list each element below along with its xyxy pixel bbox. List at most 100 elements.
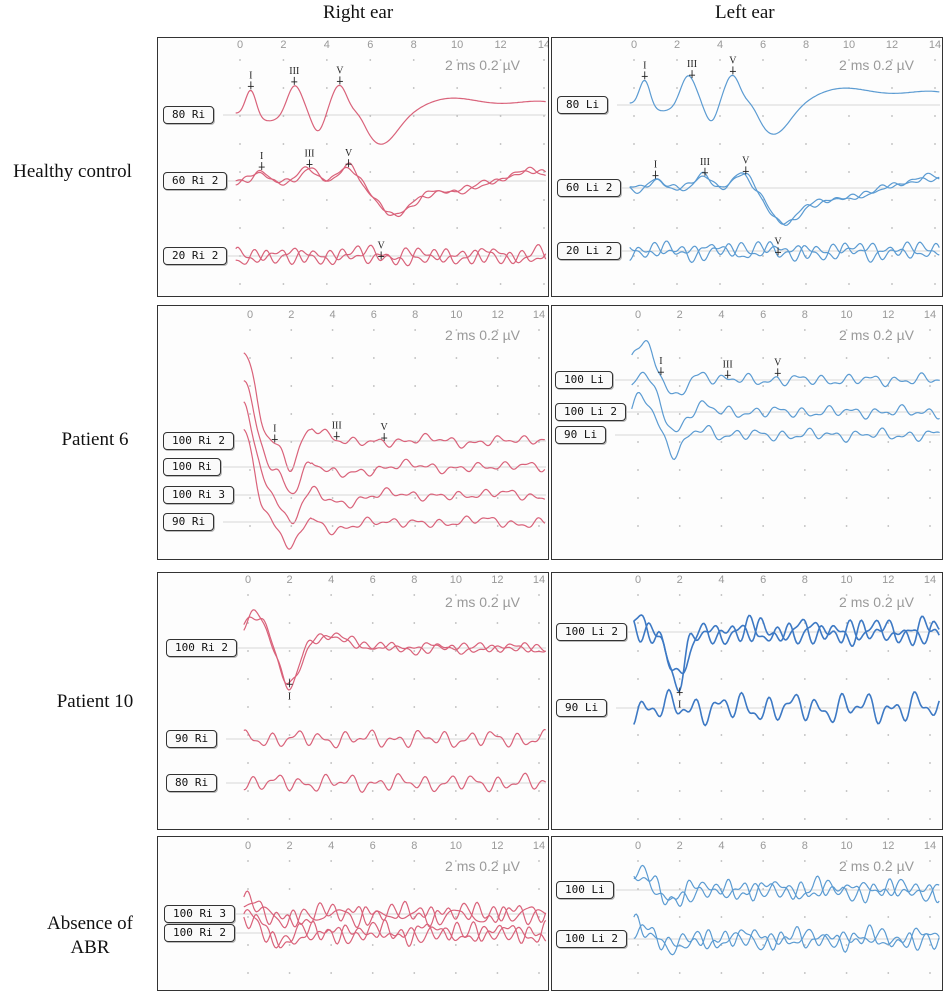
grid-dot [934, 199, 936, 201]
grid-dot [413, 706, 416, 708]
grid-dot [845, 329, 848, 331]
grid-dot [633, 87, 635, 89]
grid-dot [934, 171, 936, 173]
grid-dot [678, 329, 681, 331]
grid-dot [543, 87, 545, 89]
grid-dot [720, 469, 723, 471]
grid-dot [454, 594, 457, 596]
grid-dot [633, 143, 635, 145]
grid-dot [929, 790, 931, 792]
grid-dot [282, 283, 285, 285]
grid-dot [538, 441, 540, 443]
grid-dot [496, 762, 499, 764]
grid-dot [929, 469, 931, 471]
grid-dot [290, 357, 293, 359]
grid-dot [929, 706, 931, 708]
grid-dot [496, 594, 499, 596]
grid-dot [637, 678, 639, 680]
grid-dot [247, 972, 249, 974]
grid-dot [803, 329, 806, 331]
grid-dot [455, 497, 458, 499]
column-heading-right: Right ear [323, 2, 394, 23]
grid-dot [934, 87, 936, 89]
grid-dot [720, 622, 723, 624]
grid-dot [803, 972, 806, 974]
grid-dot [929, 944, 931, 946]
grid-dot [762, 357, 765, 359]
abr-trace-line [243, 428, 546, 550]
grid-dot [637, 650, 639, 652]
abr-trace-line [633, 688, 940, 727]
grid-dot [805, 143, 807, 145]
grid-dot [676, 115, 678, 117]
grid-dot [803, 944, 806, 946]
scale-label: 2 ms 0.2 µV [839, 327, 915, 343]
grid-dot [803, 385, 806, 387]
grid-dot [325, 227, 328, 229]
grid-dot [845, 860, 848, 862]
grid-dot [929, 650, 931, 652]
grid-dot [369, 59, 372, 61]
time-tick-label: 14 [924, 840, 936, 852]
grid-dot [247, 818, 249, 820]
row-label-healthy-control: Healthy control [13, 161, 132, 182]
grid-dot [720, 818, 723, 820]
grid-dot [929, 385, 931, 387]
grid-dot [499, 199, 502, 201]
grid-dot [413, 594, 416, 596]
time-tick-label: 8 [803, 39, 809, 51]
grid-dot [637, 385, 639, 387]
abr-panel-p10-r: 0 2 4 6 8 10 12 14 2 ms 0.2 µV I 100 Ri 2 90 Ri 80 R… [157, 572, 549, 830]
time-tick-label: 4 [718, 574, 724, 586]
abr-trace-line [633, 924, 940, 951]
grid-dot [637, 622, 639, 624]
time-tick-label: 2 [287, 574, 293, 586]
abr-trace-line [243, 401, 546, 525]
grid-dot [762, 469, 765, 471]
grid-dot [538, 357, 540, 359]
grid-dot [412, 227, 415, 229]
grid-dot [538, 622, 540, 624]
time-tick-label: 10 [451, 39, 463, 51]
grid-dot [325, 143, 328, 145]
grid-dot [538, 790, 540, 792]
grid-dot [499, 87, 502, 89]
grid-dot [455, 413, 458, 415]
time-tick-label: 4 [328, 840, 334, 852]
grid-dot [330, 706, 333, 708]
grid-dot [848, 227, 850, 229]
grid-dot [803, 469, 806, 471]
grid-dot [803, 790, 806, 792]
grid-dot [371, 762, 374, 764]
grid-dot [496, 525, 499, 527]
grid-dot [249, 385, 251, 387]
grid-dot [637, 734, 639, 736]
grid-dot [678, 790, 681, 792]
grid-dot [676, 171, 678, 173]
grid-dot [499, 227, 502, 229]
abr-trace-line [243, 609, 546, 691]
wave-label-i: I [678, 700, 681, 711]
grid-dot [330, 650, 333, 652]
abr-plot-p6-l: 0 2 4 6 8 10 12 142 ms 0.2 µVI III V [615, 309, 940, 527]
grid-dot [929, 525, 931, 527]
grid-dot [845, 762, 848, 764]
abr-trace-line [629, 172, 940, 225]
grid-dot [848, 171, 850, 173]
time-tick-label: 2 [288, 309, 294, 321]
grid-dot [762, 171, 764, 173]
grid-dot [290, 385, 293, 387]
grid-dot [369, 143, 372, 145]
grid-dot [369, 199, 372, 201]
grid-dot [887, 357, 890, 359]
trace-tag: 80 Ri [166, 774, 218, 792]
grid-dot [887, 818, 890, 820]
scale-label: 2 ms 0.2 µV [445, 594, 521, 610]
grid-dot [676, 283, 678, 285]
grid-dot [676, 255, 678, 257]
time-tick-label: 4 [328, 574, 334, 586]
grid-dot [413, 972, 416, 974]
abr-trace-line [633, 913, 940, 956]
abr-trace-line [243, 380, 546, 495]
abr-trace-line [235, 84, 546, 145]
